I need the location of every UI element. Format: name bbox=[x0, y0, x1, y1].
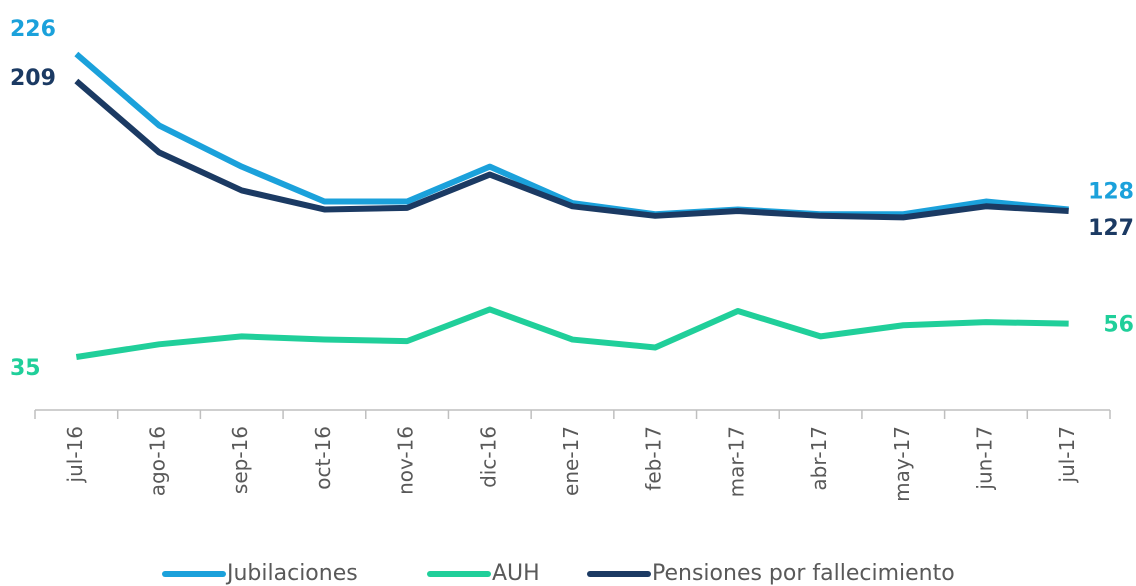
value-label: 56 bbox=[1103, 313, 1134, 338]
x-tick-label: ago-16 bbox=[146, 426, 170, 496]
series-line bbox=[74, 51, 1069, 218]
x-tick-label: oct-16 bbox=[311, 426, 335, 490]
value-label: 127 bbox=[1088, 216, 1134, 241]
series-line bbox=[74, 78, 1069, 221]
legend-label: AUH bbox=[492, 561, 540, 586]
series-line bbox=[75, 306, 1069, 360]
x-tick-label: jun-17 bbox=[972, 426, 996, 491]
x-tick-label: sep-16 bbox=[228, 426, 252, 494]
x-tick-label: feb-17 bbox=[642, 426, 666, 491]
x-tick-label: jul-17 bbox=[1055, 426, 1079, 483]
x-tick-label: ene-17 bbox=[559, 426, 583, 496]
value-label: 35 bbox=[10, 356, 41, 381]
x-tick-label: mar-17 bbox=[724, 426, 748, 497]
x-tick-label: jul-16 bbox=[63, 426, 87, 483]
legend-label: Pensiones por fallecimiento bbox=[652, 561, 955, 586]
x-tick-label: abr-17 bbox=[807, 426, 831, 491]
x-tick-label: dic-16 bbox=[476, 426, 500, 488]
x-tick-label: may-17 bbox=[890, 426, 914, 502]
legend-label: Jubilaciones bbox=[225, 561, 358, 586]
value-label: 226 bbox=[10, 17, 56, 42]
value-label: 209 bbox=[10, 66, 56, 91]
value-label: 128 bbox=[1088, 179, 1134, 204]
x-tick-label: nov-16 bbox=[394, 426, 418, 495]
